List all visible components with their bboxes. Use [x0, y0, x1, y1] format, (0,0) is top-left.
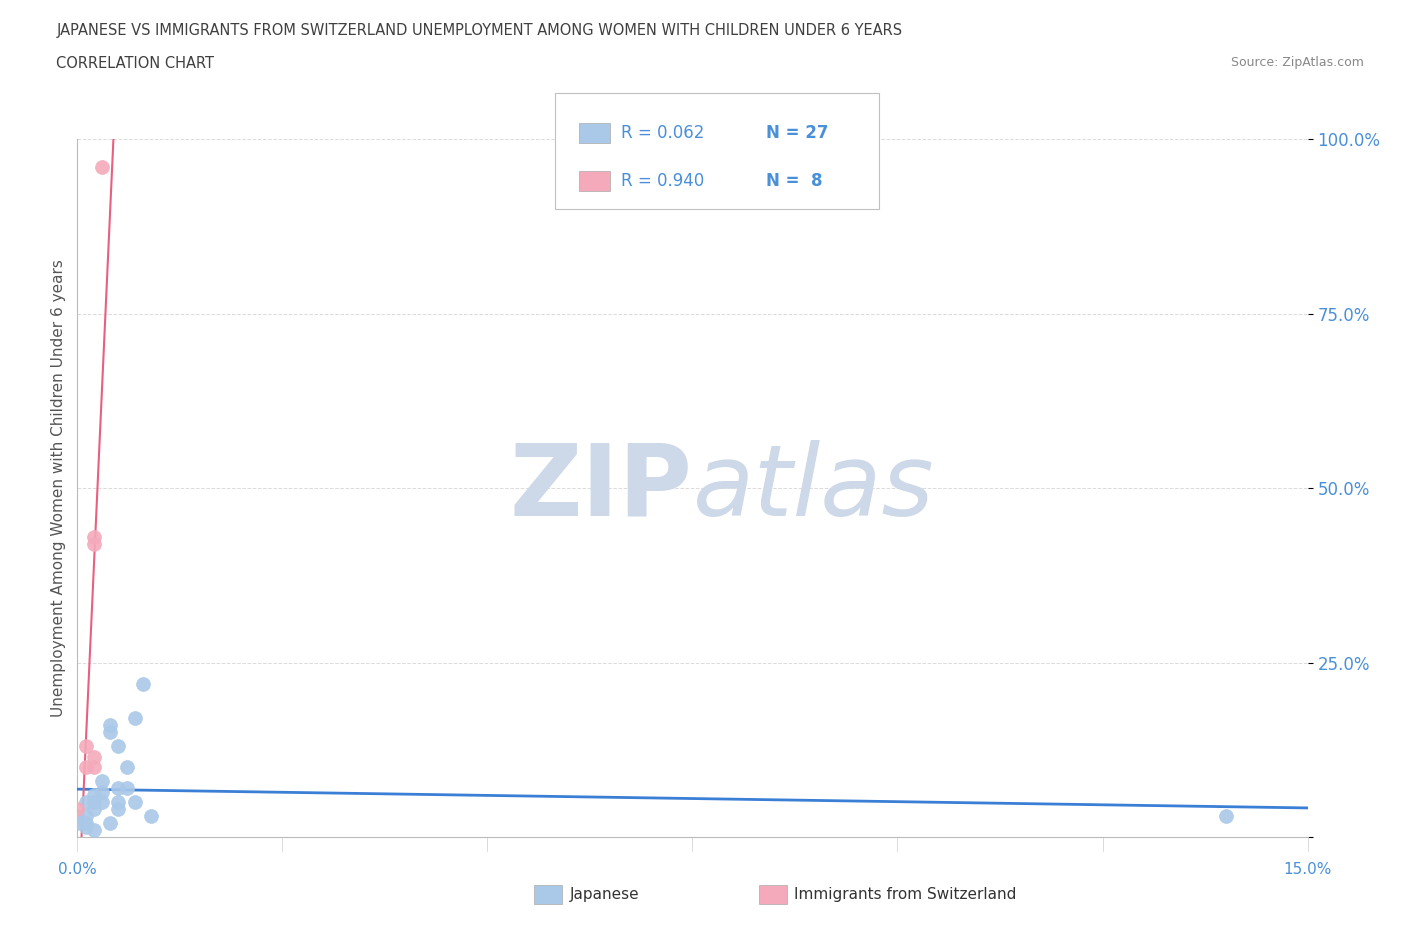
Point [107, 802, 129, 817]
Text: JAPANESE VS IMMIGRANTS FROM SWITZERLAND UNEMPLOYMENT AMONG WOMEN WITH CHILDREN U: JAPANESE VS IMMIGRANTS FROM SWITZERLAND … [56, 23, 903, 38]
Point [107, 781, 129, 796]
Point [115, 760, 138, 775]
Text: N = 27: N = 27 [766, 124, 828, 142]
Point [83, 760, 105, 775]
Point [132, 676, 155, 691]
Point [75, 794, 97, 809]
Point [107, 738, 129, 753]
Point [107, 794, 129, 809]
Point [115, 781, 138, 796]
Text: Japanese: Japanese [569, 887, 640, 902]
Text: 15.0%: 15.0% [1284, 862, 1331, 877]
Text: atlas: atlas [693, 440, 934, 537]
Point [83, 530, 105, 545]
Point [98, 725, 121, 740]
Text: Immigrants from Switzerland: Immigrants from Switzerland [794, 887, 1017, 902]
Point [90, 794, 114, 809]
Point [141, 809, 163, 824]
Point [83, 794, 105, 809]
Point [75, 738, 97, 753]
Point [83, 537, 105, 551]
Point [66, 816, 89, 830]
Text: CORRELATION CHART: CORRELATION CHART [56, 56, 214, 71]
Text: Source: ZipAtlas.com: Source: ZipAtlas.com [1230, 56, 1364, 69]
Point [90, 160, 114, 175]
Point [66, 809, 89, 824]
Text: N =  8: N = 8 [766, 172, 823, 190]
Point [75, 809, 97, 824]
Point [75, 819, 97, 834]
Point [124, 711, 146, 725]
Point [83, 802, 105, 817]
Point [124, 794, 146, 809]
Text: 0.0%: 0.0% [58, 862, 97, 877]
Point [75, 816, 97, 830]
Point [90, 774, 114, 789]
Text: R = 0.940: R = 0.940 [621, 172, 704, 190]
Y-axis label: Unemployment Among Women with Children Under 6 years: Unemployment Among Women with Children U… [51, 259, 66, 717]
Text: R = 0.062: R = 0.062 [621, 124, 704, 142]
Point [83, 788, 105, 803]
Point [98, 718, 121, 733]
Point [90, 784, 114, 799]
Point [75, 760, 97, 775]
Point [1215, 809, 1237, 824]
Point [83, 750, 105, 764]
Point [83, 823, 105, 837]
Point [98, 816, 121, 830]
Point [66, 802, 89, 817]
Text: ZIP: ZIP [509, 440, 693, 537]
